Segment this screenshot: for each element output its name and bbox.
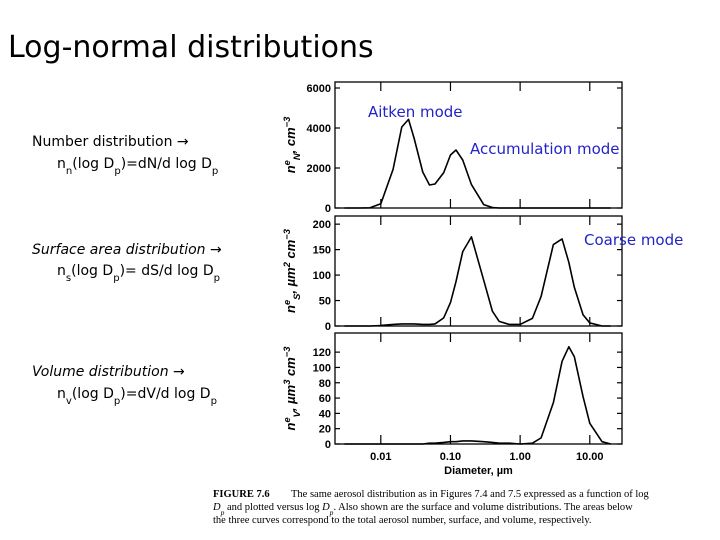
text-run: −3 (282, 116, 292, 127)
text-run: n (283, 305, 298, 313)
text-run: s (66, 273, 71, 284)
annotation: Coarse mode (584, 231, 683, 249)
text-run: e (282, 160, 292, 165)
text-run: V (292, 410, 302, 417)
text-run: , µm (283, 267, 298, 295)
x-tick-label: 1.00 (509, 451, 530, 463)
y-tick-label: 40 (319, 408, 331, 420)
y-tick-label: 120 (313, 347, 331, 359)
y-tick-label: 80 (319, 378, 331, 390)
y-tick-label: 60 (319, 393, 331, 405)
y-tick-label: 4000 (307, 123, 331, 135)
y-axis-label: neN, cm−3 (282, 116, 302, 173)
text-run: −3 (282, 228, 292, 239)
text-run: and plotted versus log (224, 502, 322, 513)
text-run: (log D (72, 156, 114, 172)
x-tick-label: 0.01 (370, 451, 391, 463)
text-run: −3 (282, 346, 292, 357)
text-run: p (220, 508, 225, 517)
description-formula: ns(log Dp)= dS/d log Dp (57, 263, 220, 284)
y-tick-label: 0 (325, 439, 331, 451)
text-run: p (114, 166, 120, 177)
y-tick-label: 150 (313, 245, 331, 257)
x-tick-label: 0.10 (440, 451, 461, 463)
annotation: Aitken mode (368, 103, 463, 121)
description-formula: nn(log Dp)=dN/d log Dp (57, 156, 218, 177)
text-run: (log D (71, 263, 113, 279)
caption-label: FIGURE 7.6 (213, 489, 270, 500)
text-run: cm (283, 239, 298, 262)
description-heading: Number distribution → (32, 134, 189, 150)
distribution-curve (344, 236, 611, 327)
text-run: 2 (282, 261, 292, 268)
text-run: , µm (283, 384, 298, 412)
text-run: v (66, 396, 72, 407)
text-run: p (212, 166, 218, 177)
text-run: . Also shown are the surface and volume … (333, 502, 633, 513)
text-run: e (282, 300, 292, 305)
caption-line: Dp and plotted versus log Dp. Also shown… (212, 502, 633, 517)
x-axis-label: Diameter, µm (444, 465, 513, 477)
y-tick-label: 100 (313, 270, 331, 282)
text-run: p (329, 508, 334, 517)
distribution-curve (344, 345, 611, 445)
description-formula: nv(log Dp)=dV/d log Dp (57, 386, 217, 407)
text-run: n (283, 422, 298, 430)
y-tick-label: 2000 (307, 163, 331, 175)
caption-line: the three curves correspond to the total… (213, 515, 592, 526)
text-run: , cm (283, 127, 298, 154)
distribution-curve (344, 118, 611, 209)
plot-frame (334, 81, 623, 209)
x-tick-label: 10.00 (576, 451, 604, 463)
text-run: n (57, 386, 66, 402)
y-tick-label: 0 (325, 203, 331, 215)
text-run: N (292, 153, 302, 160)
text-run: )=dN/d log D (121, 156, 212, 172)
text-run: )= dS/d log D (120, 263, 214, 279)
text-run: 3 (282, 379, 292, 385)
annotation: Accumulation mode (470, 140, 620, 158)
text-run: p (114, 396, 120, 407)
description-heading: Surface area distribution → (32, 242, 222, 258)
text-run: n (66, 166, 72, 177)
text-run: n (57, 156, 66, 172)
y-axis-label: neV, µm3 cm−3 (282, 346, 302, 431)
text-run: D (321, 502, 330, 513)
text-run: p (214, 273, 220, 284)
y-tick-label: 6000 (307, 83, 331, 95)
description-heading: Volume distribution → (32, 364, 185, 380)
text-run: )=dV/d log D (120, 386, 210, 402)
text-run: e (282, 417, 292, 422)
y-tick-label: 20 (319, 424, 331, 436)
y-axis-label: neS, µm2 cm−3 (282, 228, 302, 313)
text-run: the three curves correspond to the total… (213, 515, 592, 526)
text-run: (log D (72, 386, 114, 402)
text-run: The same aerosol distribution as in Figu… (291, 489, 650, 500)
text-run: D (212, 502, 221, 513)
y-tick-label: 50 (319, 296, 331, 308)
text-run: n (57, 263, 66, 279)
text-run: n (283, 165, 298, 173)
text-run: cm (283, 357, 298, 380)
slide-title: Log-normal distributions (8, 30, 374, 65)
y-tick-label: 0 (325, 321, 331, 333)
y-tick-label: 100 (313, 362, 331, 374)
caption-line: The same aerosol distribution as in Figu… (291, 489, 650, 500)
y-tick-label: 200 (313, 219, 331, 231)
text-run: p (113, 273, 119, 284)
text-run: p (211, 396, 217, 407)
plot-frame (334, 332, 623, 445)
plot-frame (334, 215, 623, 327)
text-run: S (292, 293, 302, 300)
